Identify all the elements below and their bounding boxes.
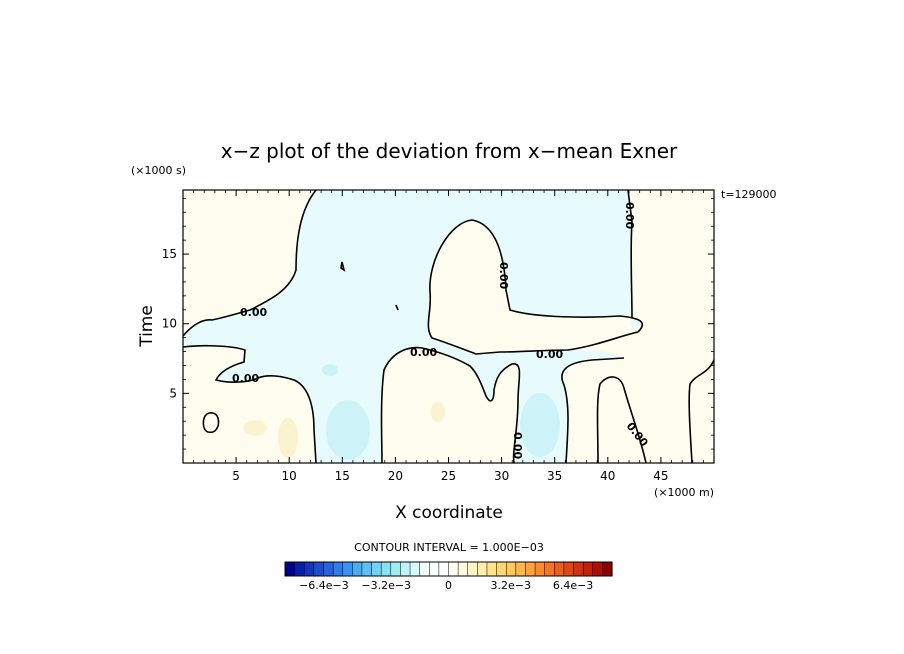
time-stamp-label: t=129000 (721, 188, 777, 201)
chart-title: x−z plot of the deviation from x−mean Ex… (221, 139, 678, 163)
contour-label: 0.00 (623, 202, 636, 229)
x-tick-label: 30 (494, 469, 509, 483)
y-unit-label: (×1000 s) (131, 164, 186, 177)
colorbar-swatch (486, 561, 498, 577)
y-axis-label: Time (137, 305, 157, 348)
colorbar-swatch (563, 561, 575, 577)
colorbar-swatch (505, 561, 517, 577)
colorbar-swatch (332, 561, 344, 577)
colorbar-tick-label: 6.4e−3 (553, 579, 593, 592)
contour-label: 0.00 (410, 346, 437, 359)
x-tick-label: 45 (653, 469, 668, 483)
colorbar-swatch (284, 561, 296, 577)
colorbar-swatch (496, 561, 507, 577)
weak-negative-blob (322, 364, 338, 376)
x-tick-label: 5 (232, 469, 240, 483)
zero-contour-lines (182, 189, 715, 464)
colorbar-swatch (438, 561, 450, 577)
weak-positive-blob (278, 418, 298, 458)
colorbar-swatch (534, 561, 546, 577)
weak-negative-blob (326, 400, 370, 460)
y-axis: 5 10 15 (162, 197, 714, 450)
colorbar-swatch (582, 561, 594, 577)
colorbar-swatch (467, 561, 478, 577)
colorbar-swatch (515, 561, 526, 577)
x-tick-label: 10 (282, 469, 297, 483)
colorbar-swatch (400, 561, 411, 577)
y-tick-label: 5 (169, 386, 177, 400)
colorbar-swatch (592, 561, 603, 577)
colorbar-swatch (361, 561, 373, 577)
x-tick-label: 40 (600, 469, 615, 483)
colorbar-swatch (544, 561, 555, 577)
colorbar-tick-label: 3.2e−3 (491, 579, 531, 592)
x-tick-label: 15 (335, 469, 350, 483)
x-unit-label: (×1000 m) (654, 486, 714, 499)
colorbar-swatch (429, 561, 440, 577)
colorbar-swatch (409, 561, 421, 577)
colorbar-swatch (303, 561, 315, 577)
colorbar-swatch (352, 561, 363, 577)
colorbar-swatch (323, 561, 334, 577)
x-tick-label: 25 (441, 469, 456, 483)
colorbar-swatch (602, 561, 613, 577)
y-tick-label: 15 (162, 247, 177, 261)
colorbar-tick-label: −6.4e−3 (299, 579, 349, 592)
x-tick-label: 35 (547, 469, 562, 483)
colorbar-swatch (457, 561, 469, 577)
colorbar-swatch (371, 561, 382, 577)
colorbar-swatch (525, 561, 536, 577)
colorbar-swatch (477, 561, 488, 577)
colorbar-tick-label: 0 (445, 579, 452, 592)
contour-label: 0.00 (536, 348, 563, 361)
x-tick-label: 20 (388, 469, 403, 483)
contour-interval-label: CONTOUR INTERVAL = 1.000E−03 (354, 541, 544, 554)
y-tick-label: 10 (162, 317, 177, 331)
contour-label: 0.00 (232, 372, 259, 385)
colorbar-swatch (313, 561, 325, 577)
contour-label: 0.00 (240, 306, 267, 319)
colorbar-swatch (573, 561, 584, 577)
colorbar-swatch (294, 561, 305, 577)
negative-anomaly-region (183, 190, 645, 463)
x-axis-label: X coordinate (395, 503, 503, 523)
colorbar-swatch (390, 561, 401, 577)
weak-positive-blob (243, 420, 267, 436)
colorbar-tick-label: −3.2e−3 (361, 579, 411, 592)
colorbar-swatch (554, 561, 565, 577)
x-axis: 5 10 15 20 25 30 35 40 45 (193, 190, 704, 483)
colorbar-frame (284, 561, 613, 577)
colorbar: −6.4e−3 −3.2e−3 0 3.2e−3 6.4e−3 (284, 561, 613, 592)
colorbar-swatch (380, 561, 392, 577)
weak-positive-blob (431, 402, 445, 422)
contour-label: 0.00 (497, 262, 510, 289)
weak-negative-blob (520, 393, 560, 457)
colorbar-swatch (448, 561, 459, 577)
colorbar-swatch (419, 561, 430, 577)
colorbar-swatch (342, 561, 353, 577)
contour-label: 0.00 (511, 432, 524, 459)
